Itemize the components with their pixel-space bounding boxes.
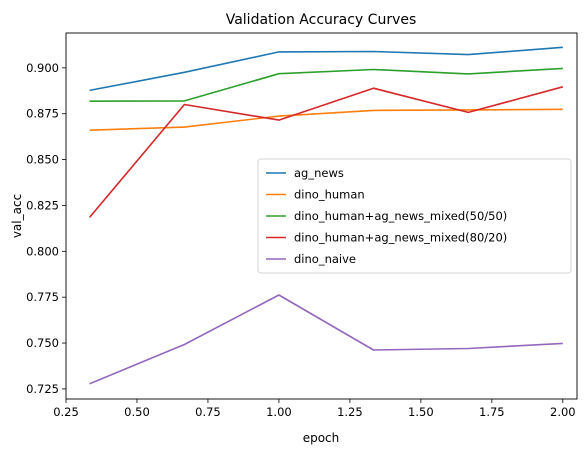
x-tick-label: 0.75 <box>195 405 221 419</box>
x-tick-label: 0.25 <box>53 405 79 419</box>
x-tick-label: 1.50 <box>408 405 434 419</box>
y-tick-label: 0.775 <box>26 290 59 304</box>
x-tick-label: 1.00 <box>266 405 292 419</box>
x-tick-label: 0.50 <box>124 405 150 419</box>
y-tick-label: 0.850 <box>26 153 59 167</box>
y-tick-label: 0.875 <box>26 107 59 121</box>
legend-label: dino_naive <box>294 252 356 266</box>
legend-label: dino_human+ag_news_mixed(50/50) <box>294 209 507 223</box>
x-tick-label: 1.75 <box>479 405 505 419</box>
series-line-3 <box>88 86 564 218</box>
chart-title: Validation Accuracy Curves <box>226 12 417 28</box>
x-tick-label: 2.00 <box>550 405 576 419</box>
plot-frame <box>65 32 578 400</box>
y-tick-label: 0.800 <box>26 244 59 258</box>
series-line-1 <box>89 108 563 131</box>
legend-label: ag_news <box>294 166 344 180</box>
x-tick-label: 1.25 <box>337 405 363 419</box>
y-tick-label: 0.725 <box>26 382 59 396</box>
y-axis-label: val_acc <box>10 194 24 238</box>
x-axis: 0.25 0.50 0.75 1.00 1.25 1.50 1.75 2.00 <box>53 399 576 419</box>
legend-label: dino_human <box>294 188 365 202</box>
legend-label: dino_human+ag_news_mixed(80/20) <box>294 231 507 245</box>
legend-box <box>257 158 572 274</box>
y-tick-label: 0.900 <box>26 61 59 75</box>
series-line-2 <box>89 67 563 102</box>
y-axis: 0.725 0.750 0.775 0.800 0.825 0.850 0.875 0.900 <box>26 61 66 396</box>
series-line-0 <box>89 46 563 92</box>
legend: ag_news dino_human dino_human+ag_news_mixe… <box>257 158 572 274</box>
y-tick-label: 0.750 <box>26 336 59 350</box>
x-axis-label: epoch <box>303 431 340 445</box>
series-layer <box>88 46 564 385</box>
series-line-4 <box>89 294 563 385</box>
y-tick-label: 0.825 <box>26 198 59 212</box>
